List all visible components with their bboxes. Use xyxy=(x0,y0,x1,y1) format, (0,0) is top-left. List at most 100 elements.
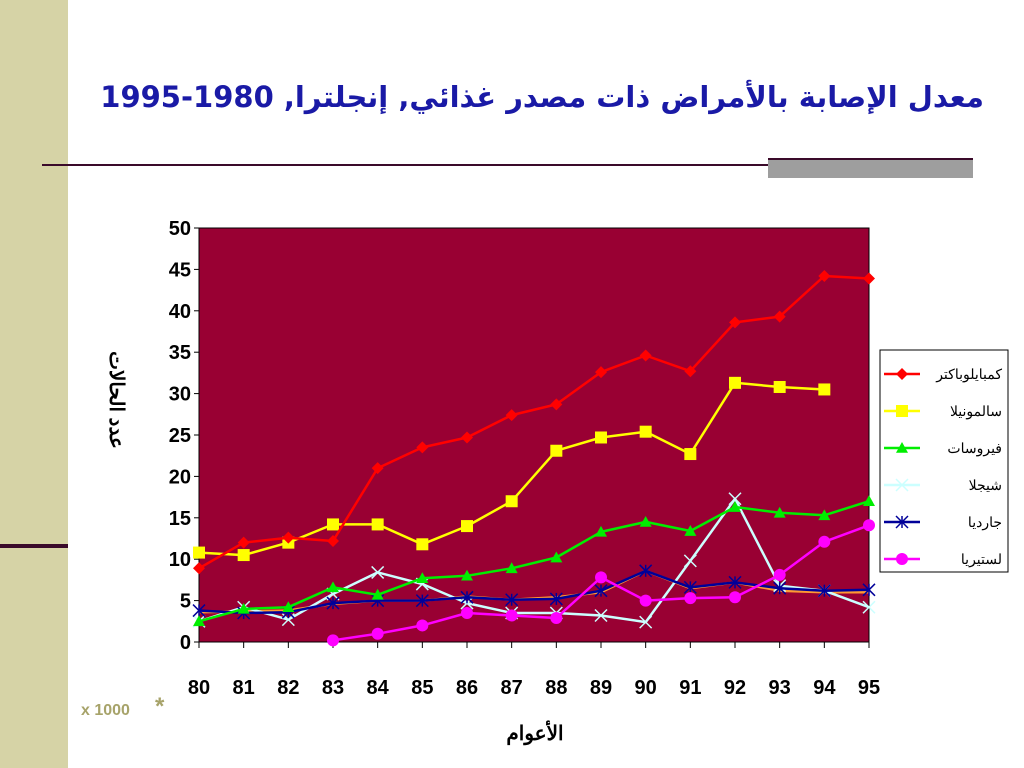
data-point xyxy=(237,549,250,562)
data-point xyxy=(639,425,652,438)
data-point xyxy=(416,441,429,454)
data-point xyxy=(192,604,206,618)
data-point xyxy=(595,525,607,537)
x-tick-label: 93 xyxy=(769,677,791,699)
data-point xyxy=(416,572,429,584)
side-bar-rule xyxy=(0,544,68,548)
data-point xyxy=(371,588,384,600)
y-tick-label: 15 xyxy=(169,508,191,530)
title-divider xyxy=(42,164,972,166)
data-point xyxy=(896,405,908,417)
x-tick-label: 94 xyxy=(813,677,836,699)
series-2 xyxy=(193,495,875,627)
data-point xyxy=(371,462,384,475)
x-tick-label: 91 xyxy=(679,677,701,699)
data-point xyxy=(639,349,652,362)
x-tick-label: 88 xyxy=(545,677,567,699)
data-point xyxy=(684,448,697,461)
data-point xyxy=(896,553,908,565)
data-point xyxy=(639,515,652,527)
data-point xyxy=(327,581,339,593)
series-line xyxy=(198,274,870,570)
x-tick-label: 80 xyxy=(188,677,210,699)
data-point xyxy=(461,520,473,533)
x-tick-label: 82 xyxy=(277,677,299,699)
data-point xyxy=(896,442,908,453)
data-point xyxy=(595,571,607,584)
legend-label: سالمونيلا xyxy=(950,403,1002,420)
data-point xyxy=(460,590,474,604)
data-point xyxy=(817,584,831,598)
data-point xyxy=(594,608,608,623)
x-axis-label: الأعوام xyxy=(506,720,563,746)
data-point xyxy=(282,601,295,613)
data-point xyxy=(862,583,876,597)
data-point xyxy=(550,551,563,563)
data-point xyxy=(237,536,250,549)
data-point xyxy=(461,607,473,620)
data-point xyxy=(729,591,741,604)
data-point xyxy=(863,495,875,507)
y-axis-label: عدد الحالات xyxy=(105,351,127,449)
data-point xyxy=(729,316,741,329)
data-point xyxy=(416,538,429,551)
x-tick-label: 84 xyxy=(367,677,390,699)
legend-entry: كمبايلوباكتر xyxy=(884,366,1002,383)
y-tick-label: 5 xyxy=(180,591,191,613)
data-point xyxy=(729,376,741,389)
data-point xyxy=(773,581,787,595)
series-line xyxy=(198,500,870,623)
series-5 xyxy=(327,519,875,647)
data-point xyxy=(896,368,908,380)
x-tick-label: 87 xyxy=(501,677,523,699)
data-point xyxy=(193,562,205,575)
data-point xyxy=(728,575,742,589)
data-point xyxy=(863,519,875,532)
plot-area xyxy=(198,227,870,643)
data-point xyxy=(549,592,563,606)
data-point xyxy=(326,596,340,610)
data-point xyxy=(728,492,742,506)
data-point xyxy=(595,431,607,444)
data-point xyxy=(639,594,652,607)
data-point xyxy=(895,478,909,492)
data-point xyxy=(461,431,473,444)
data-point xyxy=(818,270,831,283)
legend: كمبايلوباكتر سالمونيلا فيروسات شيجلا جارديا ل… xyxy=(879,349,1009,573)
data-point xyxy=(773,310,786,323)
data-point xyxy=(505,562,518,574)
data-point xyxy=(193,546,205,559)
data-point xyxy=(415,594,429,608)
data-point xyxy=(237,602,250,614)
x-tick-label: 85 xyxy=(411,677,433,699)
series-layer xyxy=(192,270,876,647)
legend-label: شيجلا xyxy=(969,477,1002,493)
data-point xyxy=(818,383,831,396)
data-point xyxy=(863,272,875,285)
data-point xyxy=(684,525,697,536)
data-point xyxy=(683,580,697,594)
data-point xyxy=(327,534,339,547)
data-point xyxy=(818,535,831,548)
data-point xyxy=(505,495,518,508)
title-accent-bar xyxy=(768,158,973,178)
y-axis: 0 5 10 15 20 25 30 35 40 45 50 xyxy=(169,218,199,654)
data-point xyxy=(416,619,429,632)
legend-label: لستيريا xyxy=(961,551,1002,568)
data-point xyxy=(639,615,653,629)
data-point xyxy=(773,506,786,518)
data-point xyxy=(895,515,909,529)
data-point xyxy=(371,565,385,579)
x-axis: 80 81 82 83 84 85 86 87 88 89 90 91 92 93 94 95 xyxy=(188,642,880,699)
data-point xyxy=(595,366,607,379)
legend-entry: شيجلا xyxy=(884,477,1002,493)
legend-label: جارديا xyxy=(968,514,1002,531)
y-tick-label: 35 xyxy=(169,342,191,364)
data-point xyxy=(371,518,384,531)
data-point xyxy=(684,592,697,605)
data-point xyxy=(773,380,786,393)
data-point xyxy=(729,501,741,512)
legend-entry: فيروسات xyxy=(884,440,1002,457)
legend-entry: لستيريا xyxy=(884,551,1002,568)
